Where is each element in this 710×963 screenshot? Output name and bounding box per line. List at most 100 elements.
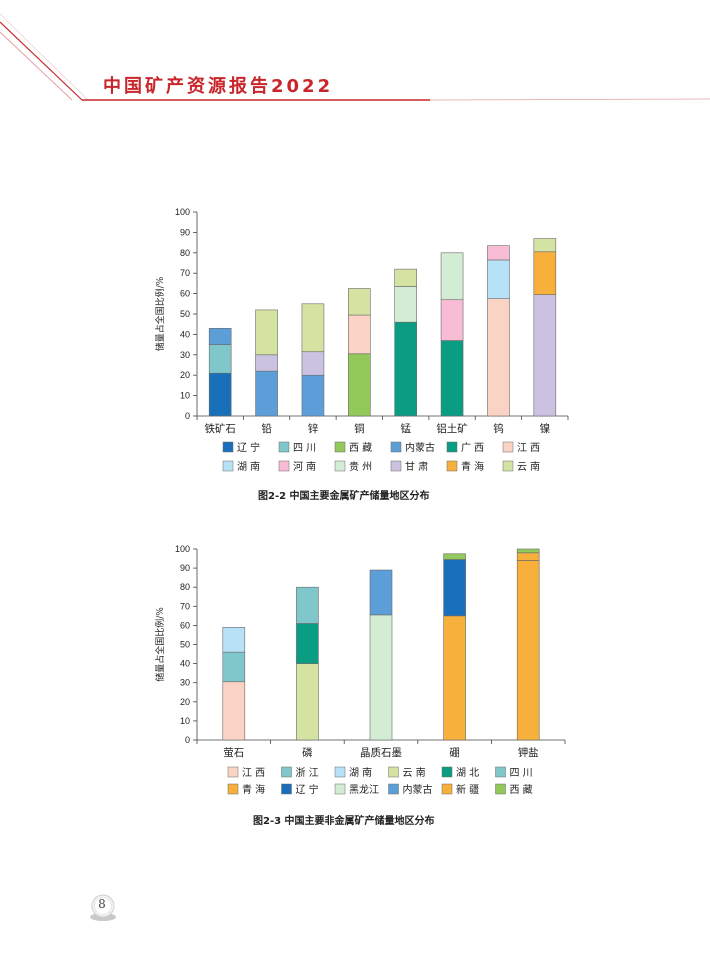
legend-label: 云 南	[403, 766, 426, 779]
y-tick-label: 10	[180, 716, 190, 726]
y-tick-label: 80	[180, 582, 190, 592]
bar-segment	[301, 303, 325, 353]
x-tick-label: 铝土矿	[436, 422, 468, 435]
legend-label: 辽 宁	[237, 441, 260, 454]
bar-segment	[296, 663, 319, 741]
x-tick-label: 磷	[302, 746, 313, 759]
bar-segment	[394, 268, 417, 287]
legend-swatch	[281, 766, 292, 778]
bar-segment	[487, 245, 510, 261]
x-tick-label: 硼	[449, 747, 460, 759]
legend-swatch	[334, 766, 346, 778]
bar-segment	[301, 374, 325, 417]
legend-label: 西 藏	[349, 442, 372, 454]
bar-segment	[255, 370, 278, 417]
legend-swatch	[441, 783, 453, 795]
nonmetal-reserves-chart: 0 10 20 30 40 50 60 70 80 90 100 储量占全国比例/% 萤石 磷 晶质石墨 硼 钾…	[154, 544, 566, 796]
legend-label: 西 藏	[510, 784, 533, 796]
legend-swatch	[334, 441, 346, 453]
y-tick-label: 100	[175, 544, 190, 554]
report-title: 中国矿产资源报告2022	[103, 76, 334, 97]
y-axis-label: 储量占全国比例/%	[154, 607, 166, 682]
bar-segment	[516, 560, 540, 741]
legend-label: 云 南	[517, 460, 540, 473]
y-tick-label: 70	[180, 268, 190, 278]
x-tick-label: 晶质石墨	[360, 747, 402, 759]
legend-swatch	[446, 460, 458, 472]
legend-swatch	[495, 783, 506, 795]
chart-caption-metal: 图2-2 中国主要金属矿产储量地区分布	[258, 491, 430, 502]
bar-segment	[222, 627, 246, 653]
legend-swatch	[334, 460, 346, 472]
legend-label: 内蒙古	[403, 783, 433, 796]
decor-diagonal-line	[0, 13, 89, 101]
legend-swatch	[502, 460, 514, 472]
legend-swatch	[390, 460, 402, 472]
x-tick-label: 锌	[308, 422, 319, 435]
y-tick-label: 50	[180, 309, 190, 319]
y-tick-label: 60	[180, 289, 190, 299]
legend-swatch	[388, 783, 399, 795]
y-tick-label: 80	[180, 248, 190, 258]
legend-label: 四 川	[293, 443, 316, 454]
bar-segment	[440, 299, 464, 341]
bar-segment	[296, 586, 319, 624]
y-tick-label: 40	[180, 659, 190, 669]
bar-segment	[348, 314, 371, 355]
legend-label: 湖 南	[237, 460, 260, 473]
metal-reserves-chart: 0 10 20 30 40 50 60 70 80 90 100 储量占全国比例/% 铁矿石 铅 锌 铜 锰 铝土…	[154, 207, 569, 473]
bar-segment	[533, 251, 557, 295]
legend-label: 贵 州	[349, 460, 372, 473]
y-tick-label: 20	[180, 370, 190, 380]
legend-label: 四 川	[510, 768, 533, 779]
legend-swatch	[278, 441, 290, 453]
legend-label: 黑龙江	[349, 783, 379, 796]
legend-label: 甘 肃	[405, 460, 428, 473]
legend-swatch	[502, 441, 514, 453]
decor-diagonal-line	[0, 21, 83, 101]
legend-swatch	[390, 441, 402, 453]
bar-segment	[440, 252, 464, 301]
bar-segment	[208, 327, 232, 345]
legend-label: 新 疆	[456, 783, 479, 796]
bar-segment	[222, 651, 246, 683]
bar-segment	[394, 321, 417, 417]
legend-label: 湖 北	[456, 767, 479, 779]
y-tick-label: 100	[175, 207, 190, 217]
chart-caption-nonmetal: 图2-3 中国主要非金属矿产储量地区分布	[253, 816, 435, 827]
legend-swatch	[495, 766, 506, 778]
legend-swatch	[222, 441, 234, 453]
header-rule-thin	[429, 98, 710, 101]
bar-segment	[394, 286, 417, 323]
legend-label: 浙 江	[296, 767, 319, 779]
bar-segment	[348, 353, 371, 417]
legend-swatch	[388, 766, 399, 778]
bar-segment	[533, 238, 557, 253]
legend-swatch	[227, 766, 239, 778]
legend-swatch	[441, 766, 453, 778]
y-tick-label: 0	[185, 735, 190, 745]
legend-label: 江 西	[242, 767, 265, 779]
y-tick-label: 90	[180, 563, 190, 573]
page-number: 8	[98, 897, 106, 911]
legend-swatch	[278, 460, 290, 472]
x-tick-label: 铜	[354, 423, 365, 435]
decor-diagonal-line	[0, 31, 73, 101]
legend-swatch	[227, 783, 239, 795]
y-tick-label: 90	[180, 227, 190, 237]
bar-segment	[369, 569, 393, 616]
x-tick-label: 锰	[400, 422, 411, 435]
legend-label: 河 南	[293, 460, 316, 473]
y-tick-label: 30	[180, 350, 190, 360]
y-tick-label: 30	[180, 678, 190, 688]
legend-swatch	[334, 783, 346, 795]
page-number-badge	[90, 894, 116, 921]
legend-label: 江 西	[517, 442, 540, 454]
bar-segment	[369, 614, 393, 741]
x-tick-label: 镍	[540, 422, 551, 435]
header-decoration	[0, 13, 710, 101]
bar-segment	[440, 340, 464, 417]
bar-segment	[533, 294, 557, 417]
bar-segment	[443, 553, 466, 560]
bar-segment	[516, 548, 540, 554]
